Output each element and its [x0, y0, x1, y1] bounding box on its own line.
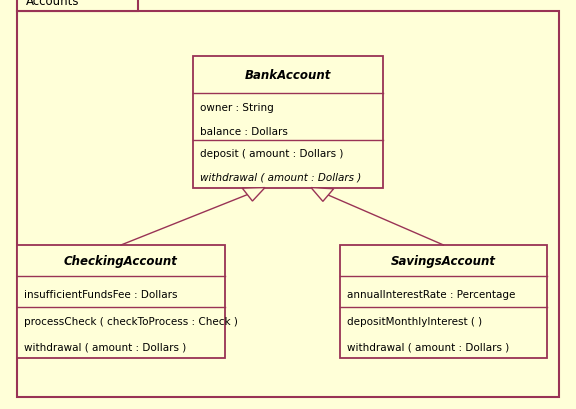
Text: processCheck ( checkToProcess : Check ): processCheck ( checkToProcess : Check ) [24, 316, 238, 326]
Text: deposit ( amount : Dollars ): deposit ( amount : Dollars ) [200, 149, 343, 159]
Text: Accounts: Accounts [26, 0, 79, 7]
Text: insufficientFundsFee : Dollars: insufficientFundsFee : Dollars [24, 290, 177, 299]
Text: CheckingAccount: CheckingAccount [64, 254, 178, 267]
Bar [17, 245, 225, 358]
Bar [340, 245, 547, 358]
Text: withdrawal ( amount : Dollars ): withdrawal ( amount : Dollars ) [347, 342, 509, 351]
Polygon shape [311, 188, 334, 202]
Bar [17, 0, 138, 12]
Text: annualInterestRate : Percentage: annualInterestRate : Percentage [347, 290, 515, 299]
Text: BankAccount: BankAccount [245, 69, 331, 82]
Text: depositMonthlyInterest ( ): depositMonthlyInterest ( ) [347, 316, 482, 326]
Polygon shape [242, 188, 265, 202]
Text: withdrawal ( amount : Dollars ): withdrawal ( amount : Dollars ) [200, 173, 361, 182]
Text: withdrawal ( amount : Dollars ): withdrawal ( amount : Dollars ) [24, 342, 187, 351]
Text: owner : String: owner : String [200, 103, 274, 113]
Bar [193, 57, 383, 188]
Text: balance : Dollars: balance : Dollars [200, 127, 288, 137]
Text: SavingsAccount: SavingsAccount [391, 254, 496, 267]
